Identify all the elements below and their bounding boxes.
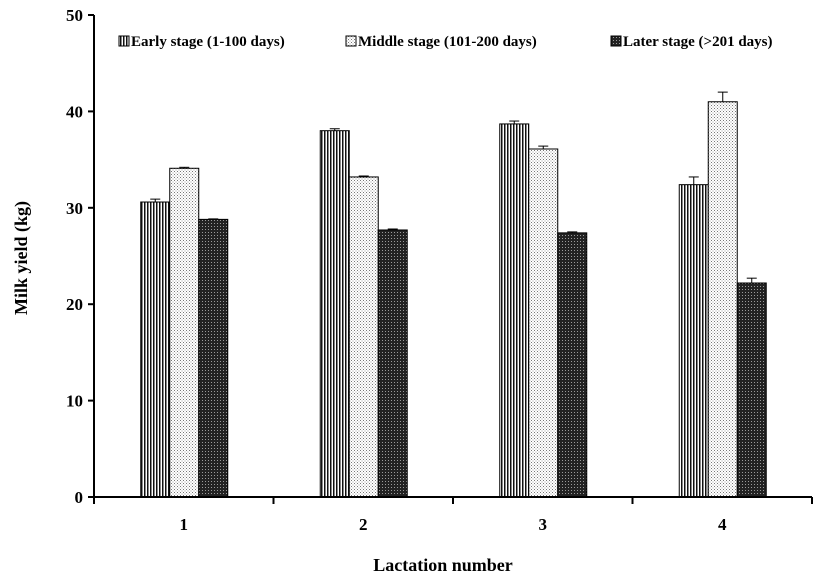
legend-swatch-1	[118, 35, 130, 47]
legend-swatch-3	[610, 35, 622, 47]
bar-s1-c2	[319, 130, 350, 498]
x-tick-label-2: 2	[359, 515, 368, 534]
y-tick-label-10: 10	[66, 392, 83, 411]
legend: Early stage (1-100 days) Middle stage (10…	[118, 34, 773, 50]
bar-s2-c1	[169, 167, 200, 498]
bar-s2-c4	[707, 101, 738, 498]
legend-label-2: Middle stage (101-200 days)	[358, 34, 537, 50]
legend-label-1: Early stage (1-100 days)	[131, 34, 285, 50]
x-tick-label-3: 3	[539, 515, 548, 534]
bar-s3-c2	[377, 229, 408, 498]
x-axis-title: Lactation number	[373, 555, 513, 575]
bar-s1-c3	[499, 123, 530, 498]
bar-s1-c4	[678, 184, 709, 498]
bar-s1-c1	[140, 201, 171, 498]
legend-label-3: Later stage (>201 days)	[623, 34, 773, 50]
plot-area	[140, 91, 767, 498]
bar-s2-c2	[348, 176, 379, 498]
bar-s3-c3	[557, 232, 588, 498]
bar-s2-c3	[528, 148, 559, 498]
legend-swatch-2	[345, 35, 357, 47]
axes: 0 10 20 30 40 50 1 2 3 4	[66, 6, 813, 534]
y-axis-title: Milk yield (kg)	[11, 201, 32, 315]
bar-s3-c1	[198, 218, 229, 498]
x-tick-label-1: 1	[180, 515, 189, 534]
y-tick-label-30: 30	[66, 199, 83, 218]
y-tick-label-0: 0	[75, 488, 84, 507]
x-tick-label-4: 4	[718, 515, 727, 534]
y-tick-label-20: 20	[66, 295, 83, 314]
y-tick-label-50: 50	[66, 6, 83, 25]
y-tick-label-40: 40	[66, 102, 83, 121]
bar-s3-c4	[736, 282, 767, 498]
